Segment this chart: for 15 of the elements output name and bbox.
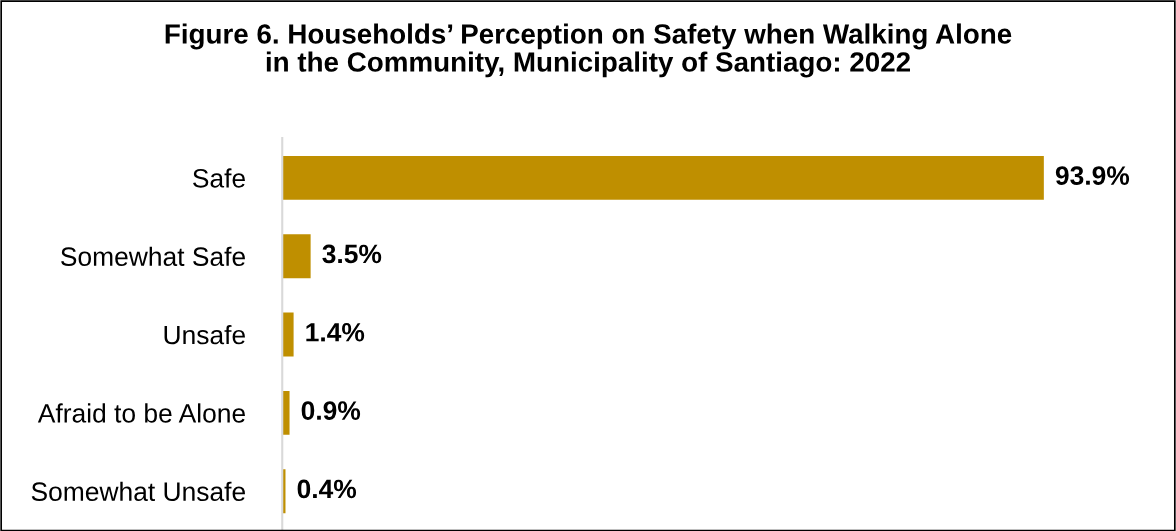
data-label: 93.9% [1055, 166, 1130, 185]
y-tick-label: Somewhat Safe [61, 246, 245, 267]
data-label: 0.9% [301, 401, 361, 420]
bar [282, 155, 1044, 200]
chart-title: Figure 6. Households’ Perception on Safety when Walking Alone in the Community, Municipality of Santiago: 2022 [165, 23, 1012, 78]
y-tick-label: Afraid to be Alone [37, 403, 245, 423]
bar [282, 312, 294, 357]
bar [282, 390, 290, 435]
y-tick-label: Somewhat Unsafe [31, 481, 245, 502]
data-label: 0.4% [297, 479, 357, 499]
y-tick-label: Unsafe [164, 325, 245, 345]
bar [282, 234, 311, 279]
data-label: 3.5% [322, 244, 382, 264]
y-tick-label: Safe [193, 168, 245, 188]
data-label: 1.4% [306, 322, 365, 342]
